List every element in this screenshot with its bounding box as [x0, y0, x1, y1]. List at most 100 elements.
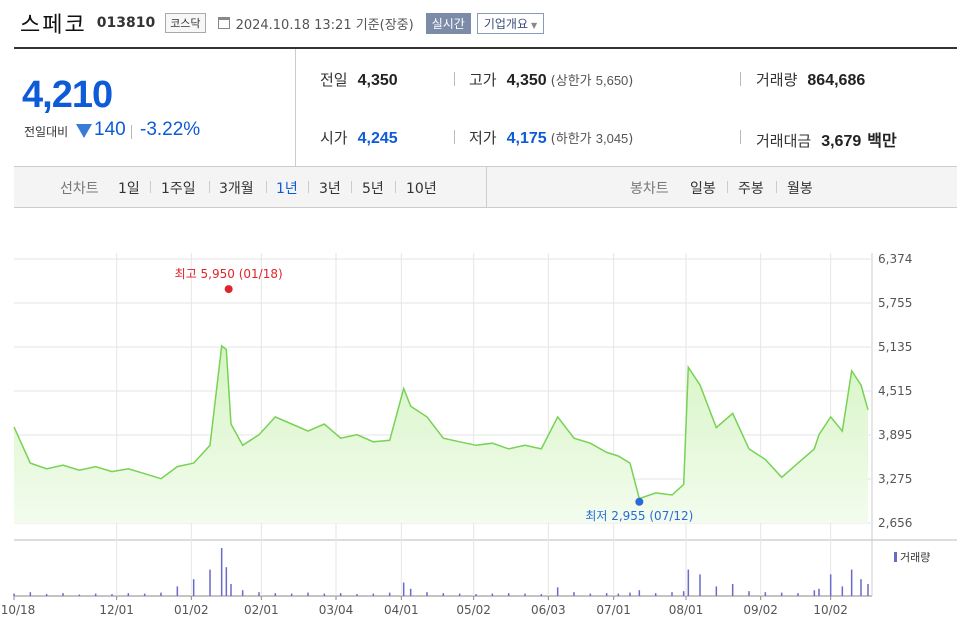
- y-tick-label: 6,374: [878, 252, 912, 266]
- volume-bar: [617, 593, 620, 596]
- price-summary: 4,210 전일대비 140 -3.22% 전일 4,350 고가 4,350 …: [14, 49, 957, 167]
- candle-daily[interactable]: 일봉: [690, 181, 716, 197]
- x-tick-label: 07/01: [596, 603, 631, 617]
- volume-bar: [654, 593, 657, 596]
- max-annotation: 최고 5,950 (01/18): [175, 267, 283, 281]
- volume-legend-swatch: [894, 552, 897, 562]
- candle-weekly[interactable]: 주봉: [738, 181, 764, 197]
- volume-bar: [682, 591, 685, 596]
- line-chart-label: 선차트: [60, 181, 99, 197]
- volume-bar: [143, 593, 146, 596]
- candle-chart-label: 봉차트: [630, 181, 669, 197]
- volume-bar: [458, 593, 461, 596]
- volume-bar: [13, 593, 15, 596]
- divider: [351, 181, 352, 193]
- period-10y[interactable]: 10년: [406, 181, 437, 197]
- high-price: 고가 4,350 (상한가 5,650): [469, 69, 633, 90]
- high-label: 고가: [469, 71, 497, 89]
- volume-bar: [829, 574, 832, 596]
- volume-bar: [687, 569, 690, 596]
- price-line: [13, 344, 869, 500]
- lower-limit-value: 3,045: [595, 131, 629, 146]
- divider: [454, 130, 455, 144]
- x-tick-label: 03/04: [319, 603, 354, 617]
- divider: [395, 181, 396, 193]
- y-tick-label: 4,515: [878, 384, 912, 398]
- period-3y[interactable]: 3년: [319, 181, 341, 197]
- compare-label: 전일대비: [24, 125, 69, 139]
- volume-bar: [731, 584, 734, 596]
- divider: [209, 181, 210, 193]
- upper-limit-close: ): [628, 74, 634, 89]
- chart-toolbar: 선차트 1일 1주일 3개월 1년 3년 5년 10년 봉차트 일봉 주봉 월봉: [14, 167, 957, 208]
- low-label: 저가: [469, 129, 497, 147]
- volume-bar: [638, 590, 641, 596]
- upper-limit-value: 5,650: [595, 73, 629, 88]
- volume-bar: [339, 593, 342, 596]
- y-tick-label: 3,275: [878, 472, 912, 486]
- volume-bar: [409, 588, 412, 596]
- volume-bar: [629, 592, 631, 596]
- x-tick-label: 06/03: [531, 603, 566, 617]
- divider: [486, 167, 487, 208]
- volume-bar: [540, 594, 543, 596]
- x-tick-label: 09/02: [743, 603, 778, 617]
- volume-bar: [813, 590, 816, 596]
- volume-bar: [241, 590, 244, 596]
- price-chart: 6,374 5,755 5,135 4,515 3,895 3,275 2,656 10/18…: [1, 252, 957, 617]
- volume-bar: [111, 594, 113, 596]
- lower-limit-close: ): [628, 132, 634, 147]
- volume-bar: [797, 593, 799, 596]
- volume-bar: [524, 593, 526, 596]
- stock-code: 013810: [96, 15, 156, 31]
- volume-bar: [573, 592, 575, 596]
- period-1y[interactable]: 1년: [276, 181, 298, 197]
- realtime-button[interactable]: 실시간: [425, 12, 471, 34]
- volume-bar: [442, 593, 445, 596]
- volume-bar: [160, 592, 162, 596]
- period-3m[interactable]: 3개월: [219, 181, 254, 197]
- upper-limit: (상한가 5,650): [551, 70, 634, 89]
- x-tick-label: 10/02: [813, 603, 848, 617]
- divider: [266, 181, 267, 193]
- volume-bar: [589, 593, 592, 596]
- volume-bar: [230, 584, 232, 596]
- x-tick-label: 02/01: [244, 603, 279, 617]
- stock-name: 스페코: [20, 13, 87, 38]
- volume-bar: [475, 594, 477, 596]
- volume-bar: [867, 584, 869, 596]
- current-price-box: 4,210 전일대비 140 -3.22%: [14, 49, 296, 167]
- volume-bar: [491, 593, 494, 596]
- divider: [776, 181, 777, 193]
- chevron-down-icon: ▼: [531, 20, 538, 30]
- volume-bar: [372, 593, 375, 596]
- high-value: 4,350: [506, 72, 547, 89]
- volume-bar: [402, 582, 405, 596]
- low-value: 4,175: [506, 130, 547, 147]
- volume-stat: 거래량 864,686: [756, 69, 865, 90]
- candle-monthly[interactable]: 월봉: [787, 181, 813, 197]
- y-tick-label: 5,755: [878, 296, 912, 310]
- amount-unit: 백만: [867, 133, 897, 150]
- lower-limit: (하한가 3,045): [551, 128, 634, 147]
- divider: [740, 72, 741, 86]
- period-5y[interactable]: 5년: [362, 181, 384, 197]
- volume-bar: [29, 592, 32, 596]
- market-badge: 코스닥: [165, 13, 206, 33]
- period-1w[interactable]: 1주일: [161, 181, 196, 197]
- open-label: 시가: [320, 129, 348, 147]
- volume-value: 864,686: [807, 72, 866, 89]
- volume-bar: [426, 592, 428, 596]
- lower-limit-label: (하한가: [550, 132, 592, 147]
- volume-bar: [220, 548, 223, 596]
- min-annotation: 최저 2,955 (07/12): [585, 509, 693, 523]
- volume-bar: [323, 593, 326, 596]
- volume-bar: [748, 591, 750, 596]
- down-arrow-icon: [76, 124, 92, 138]
- volume-bar: [176, 586, 179, 596]
- volume-bar: [127, 593, 130, 596]
- upper-limit-label: (상한가: [550, 74, 592, 89]
- x-tick-label: 08/01: [669, 603, 704, 617]
- company-overview-button[interactable]: 기업개요 ▼: [476, 12, 545, 34]
- period-1d[interactable]: 1일: [118, 181, 140, 197]
